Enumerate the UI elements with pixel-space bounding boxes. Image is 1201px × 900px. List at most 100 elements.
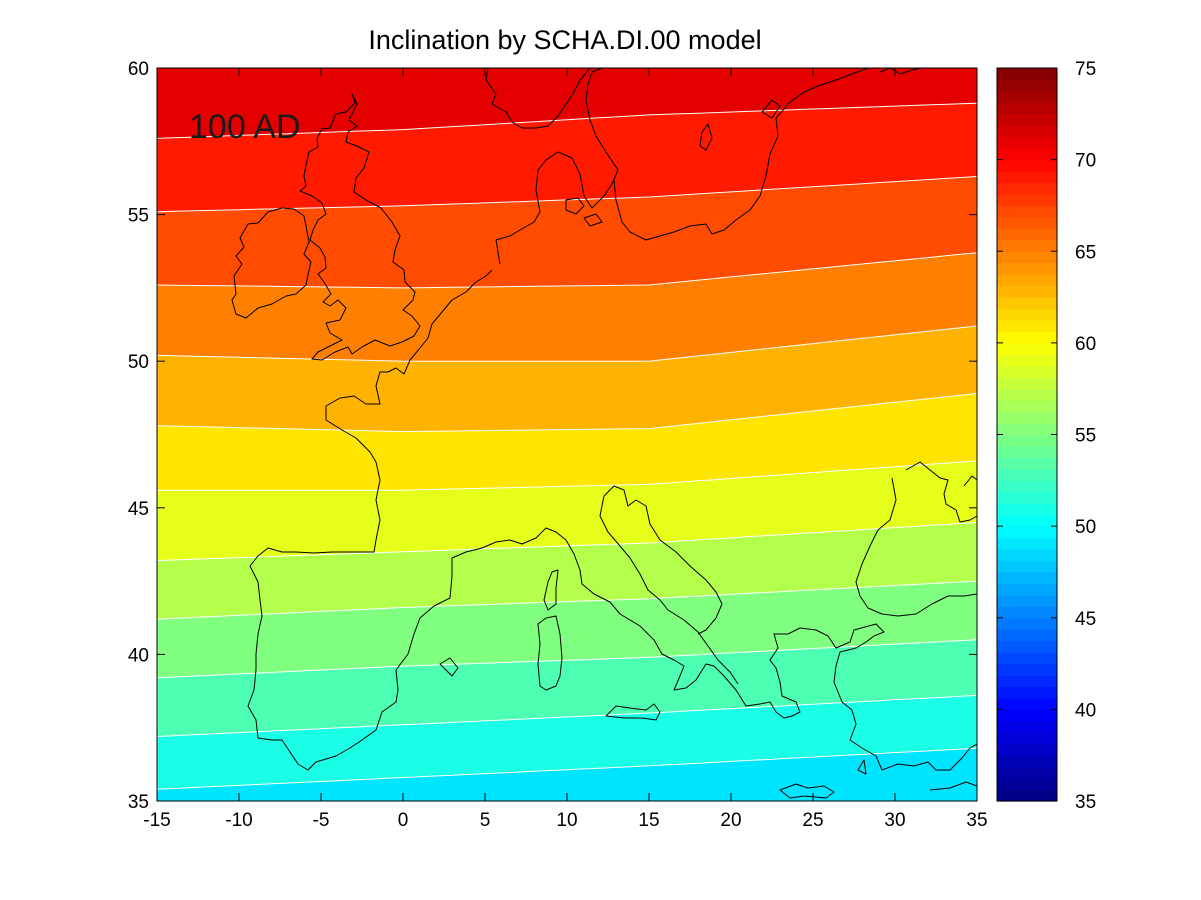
y-tick-label: 35 [128, 792, 149, 813]
contour-line [157, 694, 977, 737]
colorbar-step [997, 606, 1057, 619]
colorbar-step [997, 491, 1057, 504]
colorbar-step [997, 709, 1057, 722]
y-tick-label: 50 [128, 352, 149, 373]
contour-line [157, 747, 977, 790]
colorbar-step [997, 652, 1057, 665]
colorbar-step [997, 423, 1057, 436]
x-tick-label: 35 [966, 810, 987, 831]
colorbar-step [997, 331, 1057, 344]
colorbar-tick-label: 50 [1075, 517, 1096, 538]
colorbar-step [997, 480, 1057, 493]
y-axis: 35 40 45 50 55 60 [128, 59, 977, 813]
colorbar-step [997, 755, 1057, 768]
x-tick-label: -10 [225, 810, 252, 831]
coastline-sicily [605, 703, 661, 721]
coastline-italy [599, 485, 739, 685]
coastline-gotland [699, 123, 713, 151]
colorbar-step [997, 411, 1057, 424]
colorbar-tick-label: 35 [1075, 792, 1096, 813]
colorbar-step [997, 503, 1057, 516]
x-tick-label: 0 [398, 810, 409, 831]
colorbar-step [997, 549, 1057, 562]
colorbar-tick-label: 70 [1075, 151, 1096, 172]
colorbar-ticks: 35 40 45 50 55 60 65 70 75 [997, 59, 1096, 813]
colorbar-step [997, 732, 1057, 745]
coastline-scandinavia [485, 68, 591, 129]
coastline-scandinavia-north [879, 68, 923, 75]
colorbar-step [997, 182, 1057, 195]
colorbar-step [997, 113, 1057, 126]
coastline-cyprus-rhodes [857, 759, 977, 791]
contour-line [157, 460, 977, 491]
colorbar-step [997, 445, 1057, 459]
colorbar-step [997, 239, 1057, 252]
colorbar-step [997, 537, 1057, 550]
y-tick-label: 40 [128, 645, 149, 666]
colorbar-tick-label: 75 [1075, 59, 1096, 80]
colorbar-step [997, 560, 1057, 573]
coastline-crete [779, 783, 835, 799]
colorbar-step [997, 571, 1057, 584]
coastline-sardinia [537, 615, 563, 691]
colorbar-tick-label: 45 [1075, 609, 1096, 630]
chart-title: Inclination by SCHA.DI.00 model [368, 25, 761, 55]
contour-line [157, 522, 977, 562]
colorbar-step [997, 778, 1057, 791]
coastlines [231, 68, 977, 799]
colorbar-step [997, 388, 1057, 401]
colorbar-step [997, 308, 1057, 321]
colorbar-step [997, 102, 1057, 115]
y-tick-label: 55 [128, 206, 149, 227]
colorbar-step [997, 789, 1057, 802]
contour-line [157, 325, 977, 362]
coastline-ireland [231, 207, 312, 319]
colorbar-step [997, 743, 1057, 756]
contour-fill-bands [157, 68, 977, 801]
colorbar-step [997, 686, 1057, 699]
colorbar-step [997, 319, 1057, 333]
colorbar-step [997, 617, 1057, 630]
coastline-north-sea-baltic [495, 68, 880, 265]
colorbar-step [997, 159, 1057, 172]
colorbar-step [997, 640, 1057, 653]
colorbar-step [997, 193, 1057, 207]
coastline-corsica [543, 569, 559, 611]
x-tick-label: 20 [720, 810, 741, 831]
coastline-great-britain [299, 93, 421, 361]
colorbar-step [997, 342, 1057, 355]
coastline-baltic-islands [761, 99, 781, 119]
coastline-balkans-black-sea [855, 461, 977, 617]
colorbar-step [997, 90, 1057, 103]
colorbar-step [997, 205, 1057, 218]
colorbar-step [997, 365, 1057, 378]
colorbar-step [997, 457, 1057, 470]
x-tick-label: 30 [884, 810, 905, 831]
colorbar-tick-label: 65 [1075, 242, 1096, 263]
colorbar-step [997, 663, 1057, 676]
colorbar-steps [997, 68, 1057, 802]
x-axis: -15 -10 -5 0 5 10 15 20 25 30 35 [143, 68, 988, 831]
coastline-danish-islands [565, 197, 603, 227]
colorbar-step [997, 675, 1057, 688]
colorbar-tick-label: 55 [1075, 426, 1096, 447]
colorbar-step [997, 216, 1057, 229]
colorbar-step [997, 354, 1057, 367]
colorbar-step [997, 766, 1057, 779]
contour-line [157, 639, 977, 679]
x-tick-label: 25 [802, 810, 823, 831]
colorbar-step [997, 136, 1057, 149]
colorbar-step [997, 148, 1057, 161]
colorbar-step [997, 297, 1057, 310]
contour-line [157, 393, 977, 433]
colorbar-step [997, 79, 1057, 92]
colorbar-step [997, 594, 1057, 607]
x-tick-label: 10 [556, 810, 577, 831]
contour-lines [157, 68, 977, 790]
x-tick-label: 15 [638, 810, 659, 831]
colorbar: 35 40 45 50 55 60 65 70 75 [996, 59, 1096, 813]
epoch-annotation: 100 AD [189, 108, 301, 146]
colorbar-step [997, 68, 1057, 81]
coastline-balearic [439, 657, 459, 677]
